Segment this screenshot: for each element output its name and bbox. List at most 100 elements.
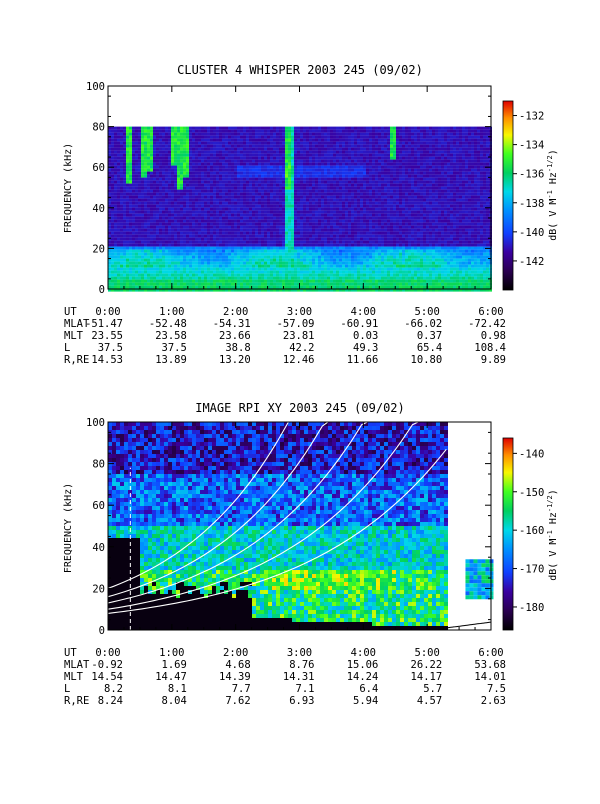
spectrogram-cell xyxy=(153,213,156,217)
spectrogram-cell xyxy=(168,282,171,286)
spectrogram-cell xyxy=(324,195,327,199)
spectrogram-cell xyxy=(357,135,360,139)
spectrogram-cell xyxy=(345,240,348,244)
spectrogram-cell xyxy=(369,267,372,271)
spectrogram-cell xyxy=(303,207,306,211)
spectrogram-cell xyxy=(342,150,345,154)
spectrogram-cell xyxy=(141,210,144,214)
spectrogram-cell xyxy=(228,135,231,139)
spectrogram-cell xyxy=(273,255,276,259)
spectrogram-cell xyxy=(366,267,369,271)
spectrogram-cell xyxy=(318,285,321,289)
spectrogram-cell xyxy=(111,225,114,229)
spectrogram-cell xyxy=(357,213,360,217)
spectrogram-cell xyxy=(351,222,354,226)
spectrogram-cell xyxy=(330,273,333,277)
spectrogram-cell xyxy=(324,240,327,244)
spectrogram-cell xyxy=(171,270,174,274)
spectrogram-cell xyxy=(273,264,276,268)
spectrogram-cell xyxy=(165,273,168,277)
spectrogram-cell xyxy=(147,147,150,151)
spectrogram-cell xyxy=(315,147,318,151)
spectrogram-cell xyxy=(144,153,147,157)
spectrogram-cell xyxy=(240,249,243,253)
spectrogram-cell xyxy=(300,162,303,166)
spectrogram-cell xyxy=(321,204,324,208)
spectrogram-cell xyxy=(114,204,117,208)
spectrogram-cell xyxy=(312,162,315,166)
spectrogram-cell xyxy=(165,153,168,157)
spectrogram-cell xyxy=(123,246,126,250)
spectrogram-cell xyxy=(138,258,141,262)
spectrogram-cell xyxy=(120,201,123,205)
spectrogram-cell xyxy=(348,228,351,232)
spectrogram-cell xyxy=(144,285,147,289)
spectrogram-cell xyxy=(192,264,195,268)
spectrogram-cell xyxy=(183,153,186,157)
spectrogram-cell xyxy=(372,204,375,208)
spectrogram-cell xyxy=(171,126,174,130)
spectrogram-cell xyxy=(168,264,171,268)
spectrogram-cell xyxy=(168,138,171,142)
spectrogram-cell xyxy=(354,201,357,205)
spectrogram-cell xyxy=(288,213,291,217)
spectrogram-cell xyxy=(225,129,228,133)
spectrogram-cell xyxy=(195,252,198,256)
spectrogram-cell xyxy=(348,267,351,271)
spectrogram-cell xyxy=(189,156,192,160)
spectrogram-cell xyxy=(198,201,201,205)
spectrogram-cell xyxy=(330,222,333,226)
spectrogram-cell xyxy=(324,150,327,154)
spectrogram-cell xyxy=(276,210,279,214)
spectrogram-cell xyxy=(228,147,231,151)
spectrogram-cell xyxy=(189,264,192,268)
spectrogram-cell xyxy=(201,210,204,214)
spectrogram-cell xyxy=(348,189,351,193)
spectrogram-cell xyxy=(375,237,378,241)
spectrogram-cell xyxy=(228,171,231,175)
spectrogram-cell xyxy=(204,198,207,202)
spectrogram-cell xyxy=(339,273,342,277)
spectrogram-cell xyxy=(270,264,273,268)
spectrogram-cell xyxy=(111,243,114,247)
spectrogram-cell xyxy=(255,231,258,235)
spectrogram-cell xyxy=(201,141,204,145)
spectrogram-cell xyxy=(288,204,291,208)
spectrogram-cell xyxy=(228,279,231,283)
spectrogram-cell xyxy=(297,288,300,292)
spectrogram-cell xyxy=(228,195,231,199)
spectrogram-cell xyxy=(366,219,369,223)
spectrogram-cell xyxy=(363,183,366,187)
spectrogram-cell xyxy=(111,261,114,265)
spectrogram-cell xyxy=(366,246,369,250)
spectrogram-cell xyxy=(201,258,204,262)
spectrogram-cell xyxy=(246,135,249,139)
spectrogram-cell xyxy=(174,129,177,133)
spectrogram-cell xyxy=(273,279,276,283)
spectrogram-cell xyxy=(288,234,291,238)
spectrogram-cell xyxy=(180,225,183,229)
spectrogram-cell xyxy=(111,252,114,256)
spectrogram-cell xyxy=(354,240,357,244)
spectrogram-cell xyxy=(144,282,147,286)
spectrogram-cell xyxy=(249,132,252,136)
spectrogram-cell xyxy=(294,186,297,190)
spectrogram-cell xyxy=(363,141,366,145)
spectrogram-cell xyxy=(294,150,297,154)
spectrogram-cell xyxy=(294,288,297,292)
spectrogram-cell xyxy=(126,141,129,145)
spectrogram-cell xyxy=(366,237,369,241)
spectrogram-cell xyxy=(114,276,117,280)
spectrogram-cell xyxy=(210,144,213,148)
spectrogram-cell xyxy=(144,237,147,241)
spectrogram-cell xyxy=(366,210,369,214)
spectrogram-cell xyxy=(117,186,120,190)
spectrogram-cell xyxy=(288,153,291,157)
spectrogram-cell xyxy=(195,222,198,226)
spectrogram-cell xyxy=(270,162,273,166)
spectrogram-cell xyxy=(228,153,231,157)
spectrogram-cell xyxy=(126,150,129,154)
spectrogram-cell xyxy=(369,195,372,199)
spectrogram-cell xyxy=(225,150,228,154)
spectrogram-cell xyxy=(204,282,207,286)
